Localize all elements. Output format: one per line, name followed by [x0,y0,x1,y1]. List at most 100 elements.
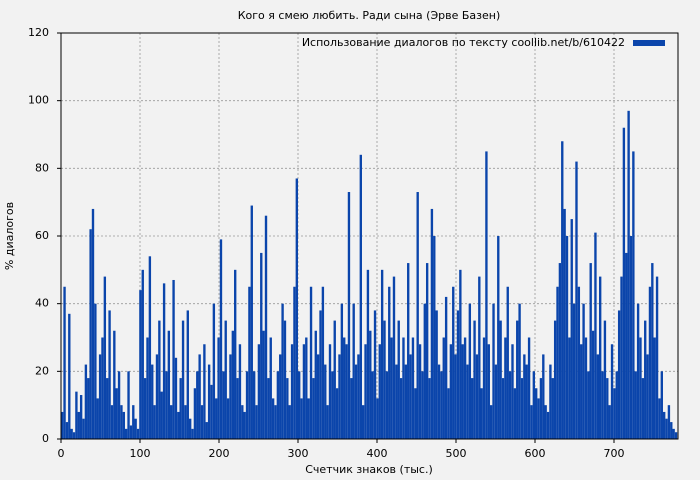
bar [601,371,604,439]
bar [492,303,495,439]
bar [146,337,149,439]
bar [670,422,673,439]
bar [364,344,367,439]
bar [335,388,339,439]
bar [418,344,422,439]
bar [613,388,616,439]
bar [449,344,453,439]
bar [625,252,628,439]
bar [392,276,396,439]
bar [316,354,320,439]
bar [101,337,104,439]
bar [582,303,585,439]
bar [193,388,197,439]
bar [580,344,583,439]
bar [617,310,621,439]
bar [343,337,346,439]
bar [243,411,246,439]
bar [205,422,208,439]
bar [250,205,253,439]
bar [212,303,216,439]
bar [468,303,472,439]
bar [456,310,460,439]
bar [309,286,313,439]
bar [603,320,607,439]
bar [414,388,417,439]
bar [660,371,663,439]
bar [231,330,235,439]
bar [508,371,512,439]
bar [610,344,614,439]
bar [167,330,171,439]
bar [634,371,637,439]
bar [127,371,130,439]
y-tick-label: 0 [42,432,49,445]
bar [501,378,505,439]
bar [295,178,299,439]
bar [653,337,656,439]
bar [399,378,403,439]
bar [70,428,73,439]
x-axis-label: Счетчик знаков (тыс.) [305,463,433,476]
bar [423,303,426,439]
bar [648,286,652,439]
bar [504,337,507,439]
bar [644,320,647,439]
bar [606,378,609,439]
bar [494,364,498,439]
bar [314,330,317,439]
bar [312,378,315,439]
bar [124,428,128,439]
bar [288,405,291,439]
bar [402,337,405,439]
bar [241,405,244,439]
bar [148,256,152,439]
bar [174,357,178,439]
bar [347,192,351,439]
legend-label: Использование диалогов по тексту coollib… [302,36,625,49]
bar [324,364,327,439]
bar [328,344,332,439]
bar [463,337,467,439]
bar [319,310,322,439]
bar [103,276,107,439]
bar [589,263,592,439]
bar [409,354,412,439]
bar [461,344,464,439]
bar [565,236,569,439]
bar [473,320,476,439]
bar [646,354,649,439]
bar [245,371,249,439]
bar [207,364,211,439]
bar [186,310,189,439]
bar [257,344,261,439]
bar [577,286,581,439]
bar [466,364,469,439]
bar [361,405,365,439]
bar [300,398,303,439]
bar [584,337,588,439]
bar [293,286,296,439]
y-tick-label: 120 [28,26,49,39]
bar [115,388,118,439]
bar [407,263,410,439]
bar [65,422,69,439]
bar [622,127,626,439]
bar [380,269,384,439]
bar [513,388,517,439]
bar [558,263,562,439]
bar [454,354,457,439]
y-tick-label: 80 [35,161,49,174]
bar [428,378,431,439]
bar [556,286,559,439]
bar [162,283,166,439]
bar [238,344,242,439]
bar [61,411,64,439]
bar [94,303,97,439]
bar [520,378,524,439]
bar [636,303,640,439]
bar [385,371,389,439]
bar [575,161,578,440]
bar [298,371,301,439]
legend-swatch [633,40,665,46]
